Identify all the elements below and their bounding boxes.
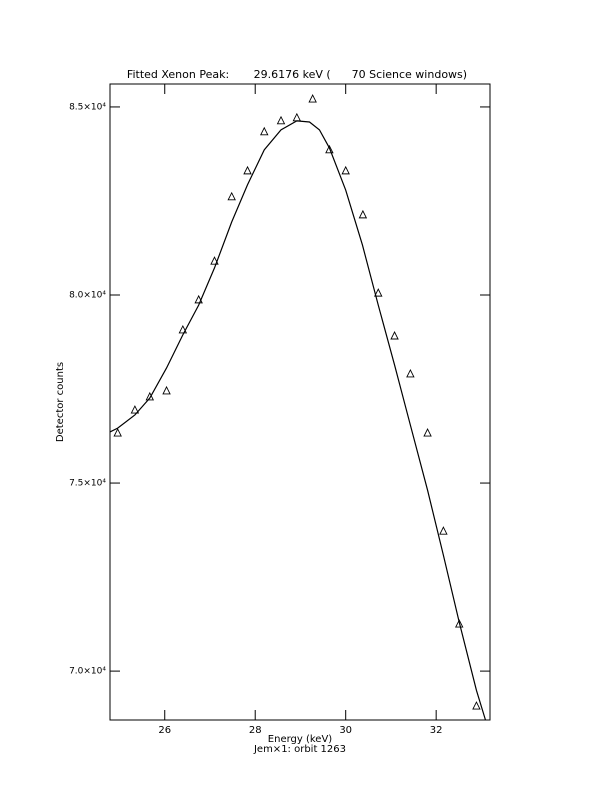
- data-point: [260, 126, 269, 136]
- data-point: [325, 144, 334, 154]
- subtitle: Jem×1: orbit 1263: [253, 744, 346, 755]
- data-point: [194, 294, 203, 304]
- data-point: [390, 330, 399, 340]
- data-point: [113, 428, 122, 437]
- data-point: [145, 391, 155, 401]
- fit-line: [109, 120, 487, 721]
- data-point: [358, 209, 368, 219]
- y-axis-label: Detector counts: [55, 362, 66, 442]
- y-tick-label: 8.0×10⁴: [69, 290, 106, 300]
- x-tick-label: 32: [430, 725, 443, 736]
- y-tick-label: 7.5×10⁴: [69, 479, 106, 489]
- data-point: [308, 94, 317, 103]
- y-tick-label: 7.0×10⁴: [69, 667, 106, 677]
- data-point: [423, 428, 432, 437]
- data-point: [178, 324, 188, 334]
- x-tick-label: 28: [249, 725, 262, 736]
- chart-title: Fitted Xenon Peak: 29.6176 keV ( 70 Scie…: [127, 68, 467, 81]
- x-axis-label: Energy (keV): [268, 734, 333, 745]
- data-point: [374, 288, 383, 297]
- data-point: [341, 165, 350, 175]
- data-point: [276, 115, 286, 125]
- data-point: [130, 405, 140, 414]
- data-point: [455, 619, 464, 628]
- data-point: [406, 368, 415, 378]
- x-tick-label: 30: [339, 725, 352, 736]
- x-tick-label: 26: [158, 725, 171, 736]
- data-point: [210, 256, 219, 265]
- data-point: [292, 112, 302, 122]
- data-point: [472, 701, 481, 710]
- data-point: [439, 526, 448, 535]
- data-point: [162, 385, 171, 395]
- data-point: [243, 165, 252, 175]
- data-point: [227, 191, 236, 201]
- y-tick-label: 8.5×10⁴: [69, 102, 106, 112]
- plot-frame: [109, 83, 491, 721]
